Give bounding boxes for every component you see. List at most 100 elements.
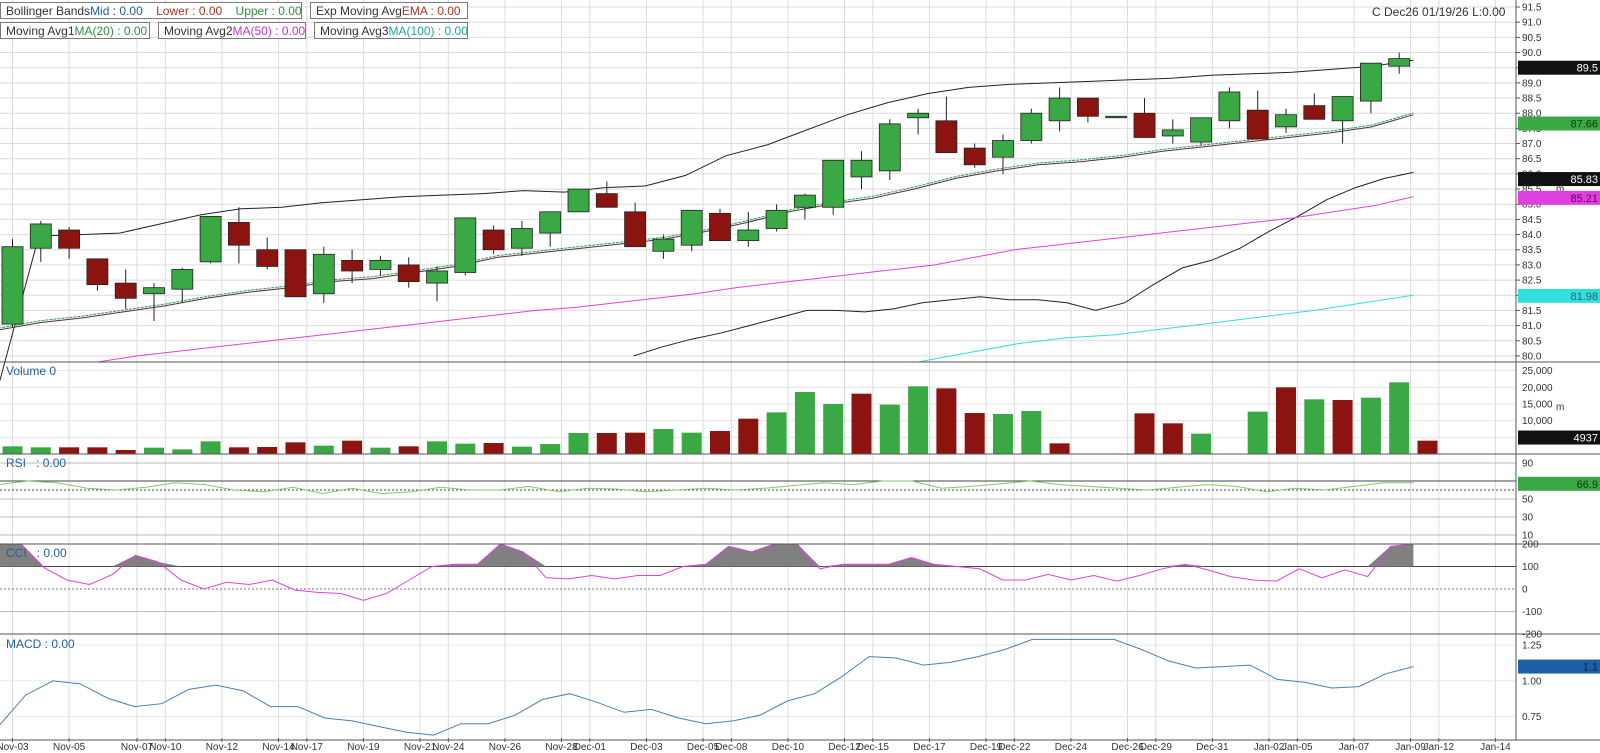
- volume-bar[interactable]: [30, 447, 51, 454]
- volume-bar[interactable]: [342, 440, 363, 454]
- candle[interactable]: [935, 120, 958, 154]
- volume-bar[interactable]: [370, 447, 391, 454]
- candle[interactable]: [624, 211, 646, 248]
- candle[interactable]: [709, 212, 731, 242]
- candle[interactable]: [737, 229, 760, 242]
- volume-bar[interactable]: [59, 447, 80, 454]
- rsi-panel[interactable]: [0, 480, 1516, 495]
- volume-bar[interactable]: [257, 447, 278, 454]
- volume-bar[interactable]: [1360, 397, 1381, 454]
- volume-bar[interactable]: [511, 446, 532, 454]
- candle[interactable]: [29, 223, 52, 249]
- candle[interactable]: [510, 228, 533, 249]
- legend-ema[interactable]: Exp Moving AvgEMA : 0.00: [310, 2, 468, 19]
- candle[interactable]: [680, 209, 703, 246]
- candle[interactable]: [284, 249, 307, 298]
- volume-bar[interactable]: [908, 386, 929, 454]
- candle[interactable]: [652, 238, 675, 252]
- candle[interactable]: [567, 188, 590, 213]
- candle[interactable]: [86, 258, 109, 286]
- candle[interactable]: [878, 123, 901, 172]
- volume-bar[interactable]: [681, 432, 702, 454]
- candle[interactable]: [1048, 97, 1071, 122]
- candle[interactable]: [171, 269, 194, 290]
- candle[interactable]: [539, 211, 562, 234]
- candle[interactable]: [1246, 109, 1269, 140]
- volume-bar[interactable]: [144, 447, 164, 454]
- candle[interactable]: [1331, 96, 1354, 122]
- candle[interactable]: [199, 215, 222, 263]
- cci-panel[interactable]: [0, 543, 1516, 612]
- volume-bar[interactable]: [710, 431, 730, 454]
- volume-bar[interactable]: [936, 388, 957, 454]
- candle[interactable]: [1161, 129, 1184, 137]
- candle[interactable]: [963, 147, 986, 166]
- candle[interactable]: [1133, 112, 1156, 138]
- candle[interactable]: [58, 229, 80, 249]
- volume-bar[interactable]: [568, 433, 589, 454]
- volume-bar[interactable]: [653, 429, 674, 454]
- legend-ma2[interactable]: Moving Avg2MA(50) : 0.00: [158, 22, 306, 39]
- legend-bollinger[interactable]: Bollinger BandsMid : 0.00 Lower : 0.00 U…: [0, 2, 302, 19]
- candle[interactable]: [1, 246, 24, 325]
- volume-bar[interactable]: [228, 447, 249, 454]
- candle[interactable]: [454, 217, 477, 273]
- legend-ma1[interactable]: Moving Avg1MA(20) : 0.00: [0, 22, 150, 39]
- volume-bar[interactable]: [1304, 399, 1325, 454]
- volume-bar[interactable]: [823, 404, 844, 454]
- volume-bar[interactable]: [1049, 443, 1070, 454]
- volume-bar[interactable]: [1162, 423, 1183, 454]
- candle[interactable]: [595, 193, 618, 208]
- volume-bar[interactable]: [794, 392, 815, 454]
- price-panel[interactable]: [0, 52, 1414, 387]
- candle[interactable]: [1275, 114, 1297, 128]
- volume-bar[interactable]: [285, 442, 306, 454]
- candle[interactable]: [114, 282, 137, 299]
- volume-bar[interactable]: [1247, 411, 1268, 454]
- candle[interactable]: [1303, 105, 1326, 120]
- candle[interactable]: [1077, 97, 1099, 117]
- candle[interactable]: [426, 270, 448, 284]
- candle[interactable]: [312, 253, 335, 295]
- volume-bar[interactable]: [625, 432, 646, 454]
- volume-bar[interactable]: [427, 441, 447, 454]
- volume-bar[interactable]: [1021, 411, 1042, 454]
- volume-bar[interactable]: [851, 393, 872, 454]
- volume-bar[interactable]: [1134, 413, 1155, 454]
- candle[interactable]: [397, 264, 420, 283]
- volume-bar[interactable]: [766, 412, 787, 454]
- candle[interactable]: [850, 159, 873, 178]
- candle[interactable]: [1190, 117, 1212, 143]
- volume-bar[interactable]: [1191, 433, 1212, 454]
- candle[interactable]: [907, 112, 929, 119]
- candle[interactable]: [256, 249, 279, 267]
- volume-bar[interactable]: [540, 444, 561, 454]
- macd-panel[interactable]: [0, 638, 1414, 736]
- candle[interactable]: [1020, 112, 1043, 141]
- candle[interactable]: [1360, 62, 1382, 102]
- volume-bar[interactable]: [738, 418, 759, 454]
- candle[interactable]: [227, 222, 250, 246]
- volume-bar[interactable]: [2, 446, 23, 454]
- volume-bar[interactable]: [313, 445, 334, 454]
- candle[interactable]: [341, 259, 364, 272]
- candle[interactable]: [143, 287, 165, 295]
- candle[interactable]: [482, 229, 505, 251]
- legend-ma3[interactable]: Moving Avg3MA(100) : 0.00: [314, 22, 468, 39]
- volume-bar[interactable]: [87, 447, 108, 454]
- candle[interactable]: [765, 209, 788, 229]
- volume-bar[interactable]: [1276, 387, 1296, 454]
- candle[interactable]: [1218, 91, 1241, 122]
- candle[interactable]: [794, 194, 816, 208]
- volume-panel[interactable]: [2, 382, 1438, 454]
- volume-bar[interactable]: [115, 450, 136, 454]
- volume-bar[interactable]: [1332, 400, 1353, 454]
- volume-bar[interactable]: [596, 433, 617, 454]
- volume-bar[interactable]: [455, 443, 476, 454]
- volume-bar[interactable]: [964, 413, 985, 454]
- volume-bar[interactable]: [398, 446, 419, 454]
- volume-bar[interactable]: [172, 449, 193, 454]
- candle[interactable]: [1388, 58, 1411, 67]
- candle[interactable]: [1105, 115, 1128, 119]
